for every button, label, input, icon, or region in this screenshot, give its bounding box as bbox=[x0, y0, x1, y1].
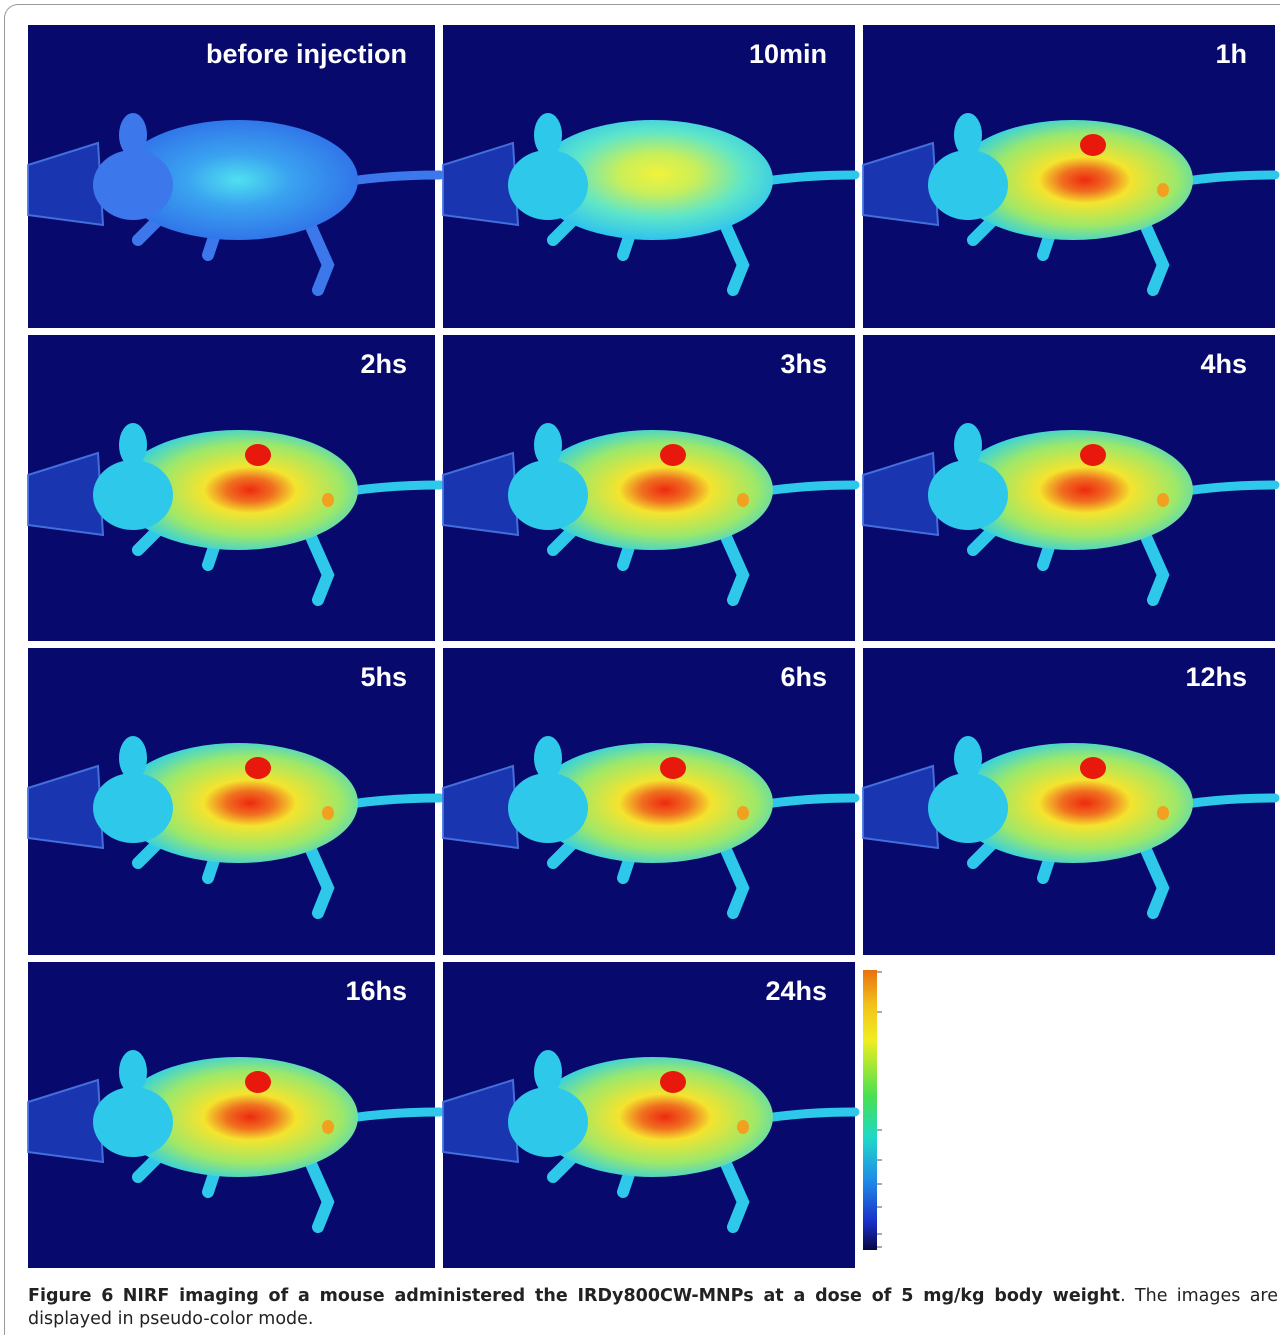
mouse-ear bbox=[534, 113, 562, 157]
mouse-body bbox=[953, 743, 1193, 863]
frame bbox=[4, 4, 1280, 1335]
mouse-head bbox=[508, 460, 588, 530]
mouse-body bbox=[118, 430, 358, 550]
mouse-head bbox=[508, 773, 588, 843]
panel-label: 1h bbox=[1215, 39, 1247, 69]
nose-holder bbox=[442, 1078, 520, 1164]
panel: 1h bbox=[862, 25, 1280, 328]
hotspot bbox=[245, 444, 271, 466]
mouse-body bbox=[533, 743, 773, 863]
mouse-body bbox=[533, 1057, 773, 1177]
mouse-ear bbox=[119, 423, 147, 467]
hotspot bbox=[737, 806, 749, 820]
mouse-ear bbox=[119, 113, 147, 157]
mouse-body bbox=[533, 430, 773, 550]
mouse-body bbox=[953, 430, 1193, 550]
mouse-ear bbox=[954, 736, 982, 780]
panel-label: 5hs bbox=[360, 662, 407, 692]
caption-title: NIRF imaging of a mouse administered the… bbox=[122, 1286, 1121, 1306]
panel-label: 24hs bbox=[765, 976, 827, 1006]
hotspot bbox=[1157, 493, 1169, 507]
nose-holder bbox=[862, 141, 940, 227]
panel-label: 4hs bbox=[1200, 349, 1247, 379]
nose-holder bbox=[442, 451, 520, 537]
caption-text: . The images are displayed in pseudo-col… bbox=[28, 1286, 1278, 1329]
panel-label: 3hs bbox=[780, 349, 827, 379]
nose-holder bbox=[27, 764, 105, 850]
caption: Figure 6 NIRF imaging of a mouse adminis… bbox=[28, 1285, 1278, 1331]
panel-label: 10min bbox=[749, 39, 827, 69]
mouse-head bbox=[93, 1087, 173, 1157]
mouse-head bbox=[928, 773, 1008, 843]
nose-holder bbox=[862, 764, 940, 850]
mouse-head bbox=[928, 460, 1008, 530]
nose-holder bbox=[27, 141, 105, 227]
hotspot bbox=[245, 1071, 271, 1093]
mouse-head bbox=[93, 773, 173, 843]
panel-label: 16hs bbox=[345, 976, 407, 1006]
mouse-ear bbox=[119, 1050, 147, 1094]
hotspot bbox=[1080, 444, 1106, 466]
panel: 24hs bbox=[442, 962, 860, 1268]
hotspot bbox=[660, 757, 686, 779]
colorbar bbox=[863, 970, 877, 1250]
panel-label: 2hs bbox=[360, 349, 407, 379]
mouse-body bbox=[118, 1057, 358, 1177]
panel: 16hs bbox=[27, 962, 445, 1268]
mouse-ear bbox=[534, 423, 562, 467]
hotspot bbox=[245, 757, 271, 779]
mouse-head bbox=[508, 150, 588, 220]
mouse-ear bbox=[534, 1050, 562, 1094]
hotspot bbox=[737, 493, 749, 507]
nose-holder bbox=[27, 451, 105, 537]
panel-label: 6hs bbox=[780, 662, 827, 692]
hotspot bbox=[1080, 134, 1106, 156]
panel: 2hs bbox=[27, 335, 445, 641]
panel: before injection bbox=[27, 25, 445, 328]
mouse-body bbox=[118, 743, 358, 863]
hotspot bbox=[1080, 757, 1106, 779]
mouse-head bbox=[928, 150, 1008, 220]
hotspot bbox=[660, 444, 686, 466]
mouse-ear bbox=[954, 423, 982, 467]
mouse-body bbox=[118, 120, 358, 240]
mouse-ear bbox=[954, 113, 982, 157]
figure: before injection 10min 1h 2hs 3hs 4hs 5hs 6hs 12… bbox=[27, 25, 1280, 1268]
hotspot bbox=[322, 806, 334, 820]
mouse-head bbox=[508, 1087, 588, 1157]
mouse-body bbox=[533, 120, 773, 240]
panel: 12hs bbox=[862, 648, 1280, 955]
hotspot bbox=[1157, 806, 1169, 820]
panel: 5hs bbox=[27, 648, 445, 955]
mouse-head bbox=[93, 460, 173, 530]
caption-label: Figure 6 bbox=[28, 1286, 114, 1306]
nose-holder bbox=[442, 764, 520, 850]
panel: 10min bbox=[442, 25, 860, 328]
hotspot bbox=[322, 1120, 334, 1134]
mouse-ear bbox=[534, 736, 562, 780]
nose-holder bbox=[862, 451, 940, 537]
hotspot bbox=[322, 493, 334, 507]
nose-holder bbox=[442, 141, 520, 227]
mouse-ear bbox=[119, 736, 147, 780]
hotspot bbox=[660, 1071, 686, 1093]
panel: 4hs bbox=[862, 335, 1280, 641]
mouse-body bbox=[953, 120, 1193, 240]
hotspot bbox=[1157, 183, 1169, 197]
panel: 6hs bbox=[442, 648, 860, 955]
nose-holder bbox=[27, 1078, 105, 1164]
mouse-head bbox=[93, 150, 173, 220]
panel-label: before injection bbox=[206, 39, 407, 69]
panel-label: 12hs bbox=[1185, 662, 1247, 692]
hotspot bbox=[737, 1120, 749, 1134]
panel: 3hs bbox=[442, 335, 860, 641]
